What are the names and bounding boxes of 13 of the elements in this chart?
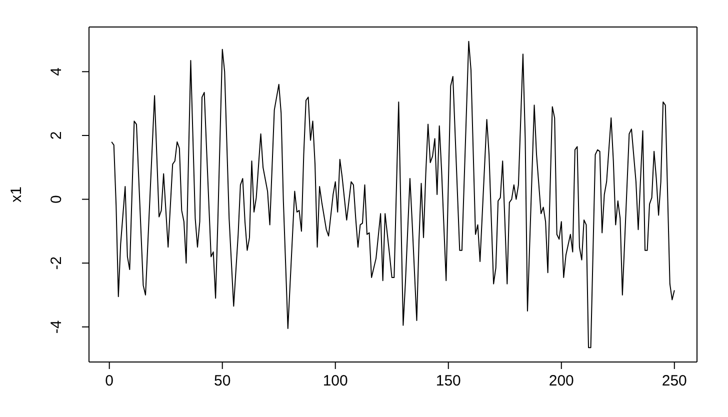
y-tick-label: -2	[48, 256, 65, 270]
x-tick-label: 200	[548, 372, 574, 390]
x-tick-label: 100	[322, 372, 348, 390]
x-tick-label: 0	[105, 372, 114, 390]
y-tick-label: 4	[48, 67, 65, 76]
line-series	[111, 40, 675, 348]
x-tick-label: 50	[214, 372, 231, 390]
y-tick-label: 2	[48, 131, 65, 140]
y-axis-title: x1	[8, 186, 25, 202]
x-tick-label: 150	[436, 372, 461, 390]
x-tick-label: 250	[662, 372, 687, 390]
y-tick-label: -4	[48, 320, 65, 334]
y-tick-label: 0	[48, 195, 65, 204]
